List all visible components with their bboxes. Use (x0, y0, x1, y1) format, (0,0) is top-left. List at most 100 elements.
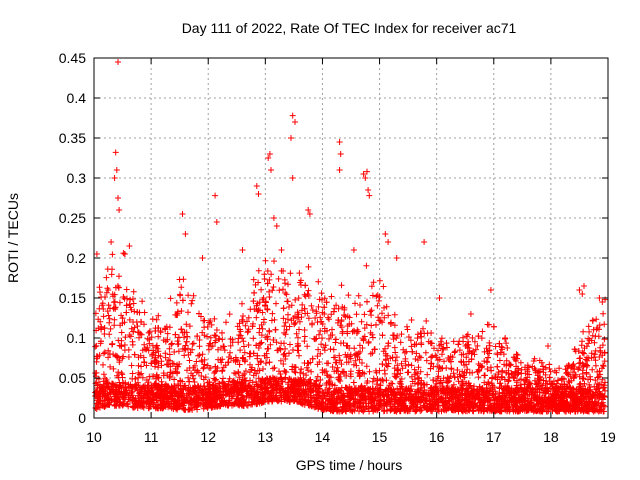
data-point (340, 368, 347, 375)
data-point (496, 340, 503, 347)
data-point (301, 338, 308, 345)
data-point (499, 374, 506, 381)
data-point (111, 322, 118, 329)
data-point (139, 298, 146, 305)
data-point (579, 367, 586, 374)
data-point (276, 345, 283, 352)
data-point (391, 311, 398, 318)
data-point (408, 343, 415, 350)
data-point (337, 340, 344, 347)
data-point (219, 367, 226, 374)
data-point (376, 277, 383, 284)
data-point (470, 408, 477, 415)
data-point (483, 396, 490, 402)
data-point (357, 348, 364, 355)
data-point (317, 314, 324, 321)
data-point (337, 378, 344, 384)
data-point (155, 382, 162, 389)
data-point (316, 296, 323, 303)
data-point (326, 380, 333, 387)
data-point (93, 379, 100, 386)
data-point (121, 319, 128, 326)
data-point (156, 383, 163, 390)
data-point (188, 300, 195, 307)
data-point (475, 407, 482, 414)
data-point (413, 350, 420, 357)
data-point (596, 354, 603, 360)
data-point (461, 397, 468, 404)
data-point (304, 291, 311, 298)
data-point (583, 363, 590, 370)
data-point (412, 356, 419, 362)
data-point (496, 380, 503, 387)
data-point (424, 371, 431, 378)
data-point (505, 378, 512, 385)
data-point (230, 377, 237, 384)
data-point (278, 267, 285, 274)
data-point (185, 309, 191, 316)
data-point (198, 388, 205, 395)
data-point (155, 333, 162, 340)
data-point (291, 368, 298, 375)
data-point (195, 382, 202, 389)
data-point (112, 306, 119, 313)
data-point (577, 355, 584, 362)
data-point (263, 360, 269, 367)
data-point (162, 350, 169, 357)
data-point (290, 347, 296, 353)
data-point (377, 401, 384, 408)
data-point (427, 340, 434, 347)
data-point (204, 333, 210, 340)
data-point (267, 341, 274, 348)
data-point (178, 284, 185, 291)
data-point (227, 342, 234, 349)
data-point (305, 367, 311, 374)
data-point (361, 311, 368, 318)
data-point (403, 348, 410, 355)
data-point (182, 342, 189, 349)
data-point (499, 367, 506, 374)
data-point (565, 378, 572, 385)
data-point (119, 315, 126, 322)
data-point (338, 361, 345, 368)
data-point (344, 330, 351, 337)
data-point (212, 337, 219, 344)
data-point (371, 397, 378, 404)
data-point (391, 405, 398, 411)
data-point (435, 387, 442, 394)
data-point (206, 388, 213, 395)
data-point (297, 394, 304, 400)
data-point (101, 385, 108, 391)
data-point (208, 321, 215, 328)
data-point (101, 331, 108, 337)
data-point (588, 350, 595, 357)
data-point (339, 304, 346, 310)
data-point (329, 326, 335, 333)
data-point (286, 323, 293, 330)
data-point (106, 315, 113, 322)
data-point (450, 393, 456, 400)
data-point (292, 296, 299, 303)
data-point (407, 337, 414, 344)
data-point (333, 302, 340, 309)
data-point (401, 398, 408, 404)
data-point (450, 338, 457, 345)
data-point (258, 286, 265, 293)
data-point (270, 284, 277, 290)
data-point (315, 346, 322, 353)
data-point (221, 383, 228, 390)
chart-title: Day 111 of 2022, Rate Of TEC Index for r… (182, 20, 517, 36)
data-point (258, 358, 265, 365)
data-point (582, 356, 589, 363)
data-point (93, 406, 100, 412)
data-point (381, 304, 387, 311)
data-point (211, 375, 218, 382)
data-point (176, 276, 183, 283)
data-point (341, 312, 348, 319)
data-point (408, 317, 415, 323)
data-point (253, 302, 260, 309)
data-point (181, 406, 188, 413)
data-point (282, 319, 289, 326)
data-point (113, 394, 120, 401)
data-point (289, 363, 296, 370)
